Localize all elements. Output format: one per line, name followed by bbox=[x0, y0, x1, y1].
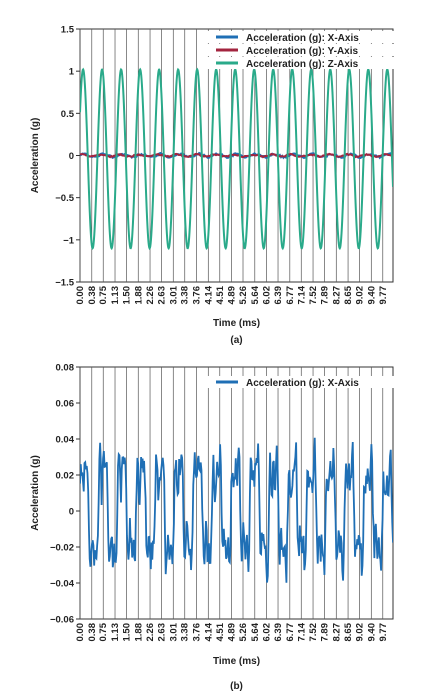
chart-a-legend-bg bbox=[206, 44, 406, 56]
chart-b-x-tick-label: 0.00 bbox=[75, 623, 86, 642]
chart-b-x-tick-label: 1.88 bbox=[133, 623, 144, 642]
chart-b-x-tick-label: 9.40 bbox=[366, 623, 377, 642]
chart-a-x-tick-label: 4.51 bbox=[215, 285, 226, 304]
chart-b-x-tick-label: 4.89 bbox=[227, 623, 238, 642]
chart-a-legend-label: Acceleration (g): Y-Axis bbox=[246, 46, 359, 57]
chart-b-svg: 0.00 0.38 0.75 1.13 1.50 1.88 2.26 2.63 3.01 3.38… bbox=[30, 363, 406, 692]
chart-b: 0.00 0.38 0.75 1.13 1.50 1.88 2.26 2.63 3.01 3.38… bbox=[0, 350, 435, 698]
chart-a-y-tick-label: 1.5 bbox=[61, 25, 75, 36]
chart-a-x-tick-label: 0.75 bbox=[98, 285, 109, 304]
chart-a-series-line-3 bbox=[80, 67, 393, 251]
chart-b-legend-label: Acceleration (g): X-Axis bbox=[246, 378, 359, 389]
chart-b-x-tick-label: 6.77 bbox=[285, 623, 296, 642]
chart-b-x-tick-label: 7.89 bbox=[320, 623, 331, 642]
chart-b-x-tick-label: 2.26 bbox=[145, 623, 156, 642]
chart-a-y-tick-label: −1.5 bbox=[55, 278, 74, 289]
chart-a-y-tick-label: 0 bbox=[69, 151, 74, 162]
chart-a-x-tick-label: 2.63 bbox=[157, 286, 168, 305]
chart-a-x-tick-label: 9.77 bbox=[378, 286, 389, 305]
chart-a-x-tick-label: 7.52 bbox=[308, 286, 319, 305]
chart-a-x-tick-label: 3.01 bbox=[168, 285, 179, 304]
chart-b-x-tick-label: 9.77 bbox=[378, 623, 389, 642]
chart-a-x-tick-label: 8.65 bbox=[343, 285, 354, 304]
chart-a-x-tick-label: 5.64 bbox=[250, 285, 261, 304]
chart-a-x-tick-label: 1.13 bbox=[110, 286, 121, 305]
chart-b-x-tick-label: 4.51 bbox=[215, 622, 226, 641]
chart-a-legend-label: Acceleration (g): X-Axis bbox=[246, 33, 359, 44]
chart-b-x-tick-label: 3.38 bbox=[180, 623, 191, 642]
chart-b-y-tick-label: −0.06 bbox=[50, 615, 74, 626]
chart-a-x-tick-label: 5.26 bbox=[238, 286, 249, 305]
chart-a-caption: (a) bbox=[230, 335, 242, 346]
chart-a-x-tick-label: 6.77 bbox=[285, 286, 296, 305]
chart-b-x-axis-title: Time (ms) bbox=[213, 656, 260, 667]
chart-a: 0.00 0.38 0.75 1.13 1.50 1.88 2.26 2.63 3.01 3.38… bbox=[30, 24, 406, 346]
chart-a-x-tick-label: 3.76 bbox=[192, 286, 203, 305]
chart-b-x-tick-label: 4.14 bbox=[203, 622, 214, 641]
chart-b-x-tick-label: 3.01 bbox=[168, 622, 179, 641]
chart-a-x-tick-label: 7.14 bbox=[296, 285, 307, 304]
chart-a-x-tick-label: 8.27 bbox=[331, 286, 342, 305]
chart-b-x-tick-label: 6.39 bbox=[273, 623, 284, 642]
chart-a-x-tick-label: 6.02 bbox=[262, 286, 273, 305]
chart-b-x-tick-label: 0.75 bbox=[98, 622, 109, 641]
chart-a-x-tick-label: 1.50 bbox=[121, 286, 132, 305]
chart-a-x-tick-label: 9.40 bbox=[366, 286, 377, 305]
chart-a-x-tick-label: 6.39 bbox=[273, 286, 284, 305]
chart-b-y-tick-label: 0.06 bbox=[56, 399, 75, 410]
chart-a-x-tick-label: 0.00 bbox=[75, 286, 86, 305]
chart-a-x-tick-label: 9.02 bbox=[355, 286, 366, 305]
chart-b-y-tick-label: 0.04 bbox=[56, 435, 75, 446]
chart-b-x-tick-label: 5.64 bbox=[250, 622, 261, 641]
chart-b-y-tick-label: −0.02 bbox=[50, 543, 74, 554]
chart-a-x-tick-label: 0.38 bbox=[87, 286, 98, 305]
chart-b-x-tick-label: 1.13 bbox=[110, 623, 121, 642]
chart-b-x-tick-label: 8.65 bbox=[343, 622, 354, 641]
chart-b-y-tick-label: 0.08 bbox=[56, 363, 75, 374]
chart-a-y-tick-label: 1 bbox=[69, 67, 75, 78]
chart-b-x-tick-label: 8.27 bbox=[331, 623, 342, 642]
chart-b-x-tick-label: 5.26 bbox=[238, 623, 249, 642]
chart-a-series-line-2 bbox=[80, 152, 393, 159]
chart-a-x-tick-label: 7.89 bbox=[320, 286, 331, 305]
chart-b-x-tick-label: 3.76 bbox=[192, 623, 203, 642]
chart-a-y-tick-label: −0.5 bbox=[55, 193, 74, 204]
chart-a-x-tick-label: 4.89 bbox=[227, 286, 238, 305]
chart-b-x-tick-label: 6.02 bbox=[262, 623, 273, 642]
chart-a-y-tick-label: 0.5 bbox=[61, 109, 75, 120]
chart-b-x-tick-label: 2.63 bbox=[157, 623, 168, 642]
chart-b-caption: (b) bbox=[230, 681, 243, 692]
chart-b-y-tick-label: −0.04 bbox=[50, 579, 75, 590]
chart-a-x-axis-title: Time (ms) bbox=[213, 318, 260, 329]
chart-a-y-axis-title: Acceleration (g) bbox=[30, 118, 41, 194]
chart-a-legend-label: Acceleration (g): Z-Axis bbox=[246, 59, 359, 70]
chart-a-legend-bg bbox=[206, 31, 406, 43]
chart-b-y-tick-label: 0 bbox=[69, 507, 74, 518]
chart-b-x-tick-label: 7.52 bbox=[308, 623, 319, 642]
chart-b-x-tick-label: 0.38 bbox=[87, 623, 98, 642]
chart-b-x-tick-label: 7.14 bbox=[296, 622, 307, 641]
chart-a-svg: 0.00 0.38 0.75 1.13 1.50 1.88 2.26 2.63 3.01 3.38… bbox=[30, 24, 406, 346]
chart-b-legend-bg bbox=[206, 376, 406, 388]
chart-b-y-axis-title: Acceleration (g) bbox=[30, 455, 41, 531]
chart-a-x-tick-label: 2.26 bbox=[145, 286, 156, 305]
chart-b-y-tick-label: 0.02 bbox=[56, 471, 75, 482]
chart-a-y-tick-label: −1 bbox=[63, 235, 75, 246]
chart-a-x-tick-label: 4.14 bbox=[203, 285, 214, 304]
chart-b-series-line-1 bbox=[80, 437, 393, 583]
chart-a-x-tick-label: 3.38 bbox=[180, 286, 191, 305]
chart-a-x-tick-label: 1.88 bbox=[133, 286, 144, 305]
chart-b-x-tick-label: 1.50 bbox=[121, 623, 132, 642]
chart-b-x-tick-label: 9.02 bbox=[355, 623, 366, 642]
chart-a-legend-bg bbox=[206, 57, 406, 69]
